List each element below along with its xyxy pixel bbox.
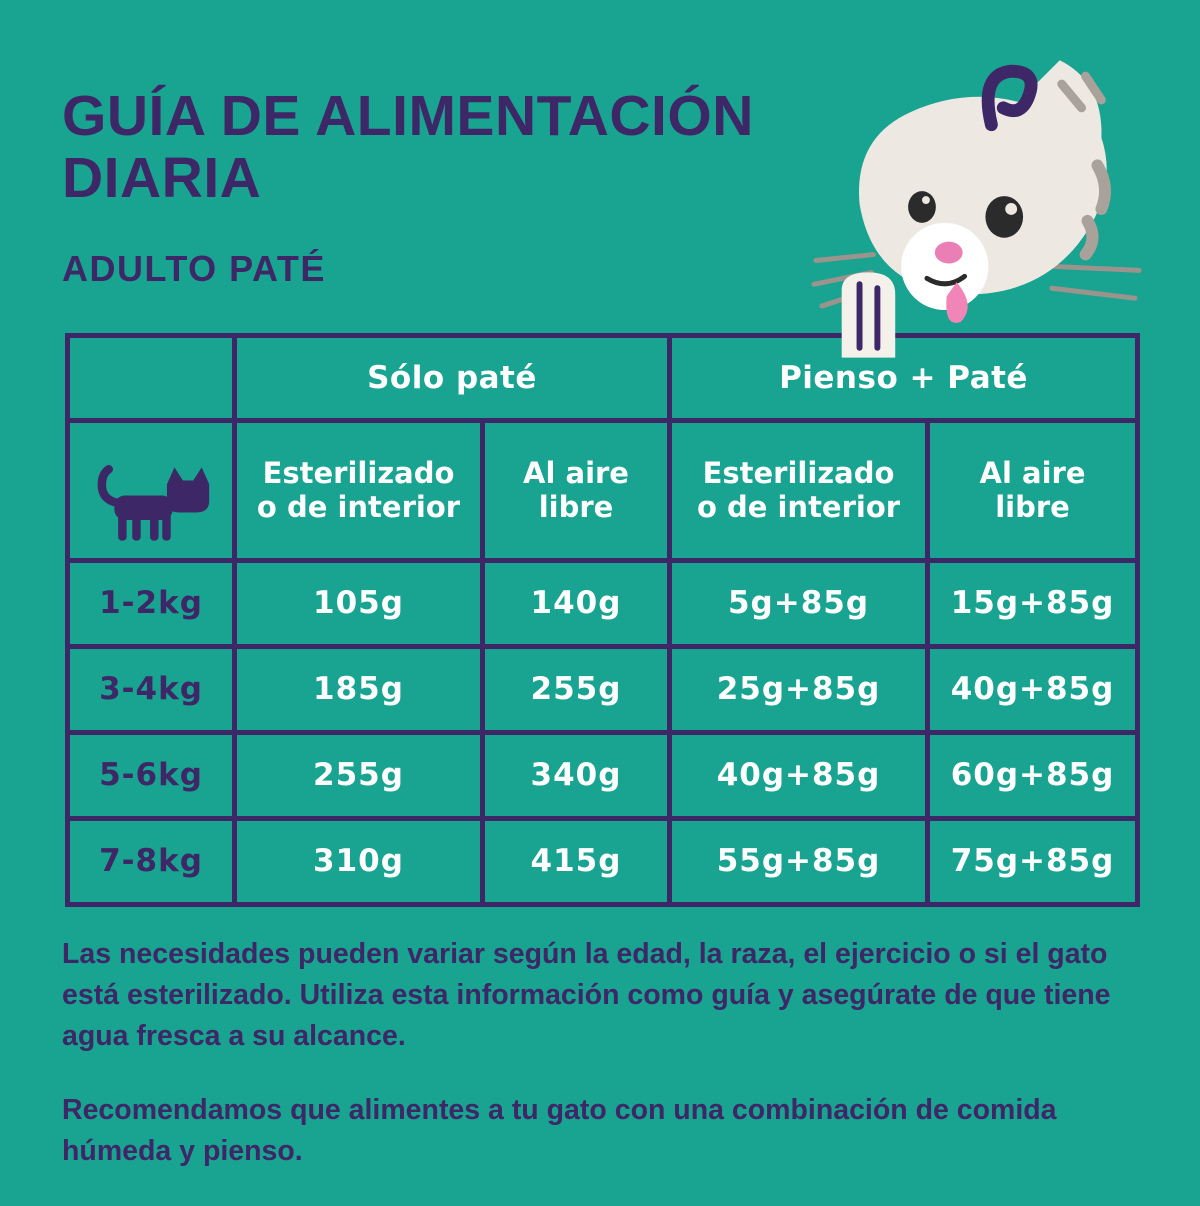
table-row: 7-8kg 310g 415g 55g+85g 75g+85g	[65, 815, 1141, 907]
value-cell: 415g	[479, 815, 673, 907]
col-header-esterilizado-1: Esterilizado o de interior	[232, 418, 485, 563]
cat-icon-cell	[65, 418, 237, 563]
page-title-line2: DIARIA	[62, 145, 262, 210]
value-cell: 40g+85g	[925, 643, 1141, 735]
value-cell: 255g	[232, 729, 485, 821]
feeding-table: Sólo paté Pienso + Paté Esterilizado o d…	[65, 333, 1141, 907]
value-cell: 140g	[479, 557, 673, 649]
col-header-aire-libre-1: Al aire libre	[479, 418, 673, 563]
footer-notes: Las necesidades pueden variar según la e…	[62, 934, 1144, 1206]
table-row: 1-2kg 105g 140g 5g+85g 15g+85g	[65, 557, 1141, 649]
note-paragraph-1: Las necesidades pueden variar según la e…	[62, 938, 1111, 1052]
group-header-solo-pate: Sólo paté	[231, 333, 673, 423]
page-title-line1: GUÍA DE ALIMENTACIÓN	[62, 84, 754, 148]
value-cell: 310g	[232, 815, 485, 907]
value-cell: 255g	[479, 643, 673, 735]
value-cell: 25g+85g	[667, 643, 931, 735]
group-header-pienso-pate: Pienso + Paté	[667, 333, 1141, 423]
table-row: 5-6kg 255g 340g 40g+85g 60g+85g	[65, 729, 1141, 821]
note-paragraph-2: Recomendamos que alimentes a tu gato con…	[62, 1094, 1057, 1167]
row-label: 5-6kg	[65, 729, 237, 821]
page-title: GUÍA DE ALIMENTACIÓN DIARIA	[62, 84, 754, 210]
value-cell: 105g	[232, 557, 485, 649]
row-label: 3-4kg	[65, 643, 237, 735]
row-label: 1-2kg	[65, 557, 237, 649]
cat-peeking-illustration	[811, 60, 1142, 358]
cat-silhouette-icon	[97, 464, 210, 541]
value-cell: 340g	[479, 729, 673, 821]
value-cell: 15g+85g	[925, 557, 1141, 649]
col-header-aire-libre-2: Al aire libre	[925, 418, 1141, 563]
empty-corner-cell	[65, 333, 237, 423]
table-group-header-row: Sólo paté Pienso + Paté	[65, 333, 1141, 423]
col-header-esterilizado-2: Esterilizado o de interior	[667, 418, 931, 563]
value-cell: 40g+85g	[667, 729, 931, 821]
table-row: 3-4kg 185g 255g 25g+85g 40g+85g	[65, 643, 1141, 735]
value-cell: 5g+85g	[667, 557, 931, 649]
value-cell: 75g+85g	[925, 815, 1141, 907]
value-cell: 60g+85g	[925, 729, 1141, 821]
value-cell: 185g	[232, 643, 485, 735]
table-column-header-row: Esterilizado o de interior Al aire libre…	[65, 418, 1141, 563]
value-cell: 55g+85g	[667, 815, 931, 907]
row-label: 7-8kg	[65, 815, 237, 907]
page-subtitle: ADULTO PATÉ	[62, 248, 326, 289]
